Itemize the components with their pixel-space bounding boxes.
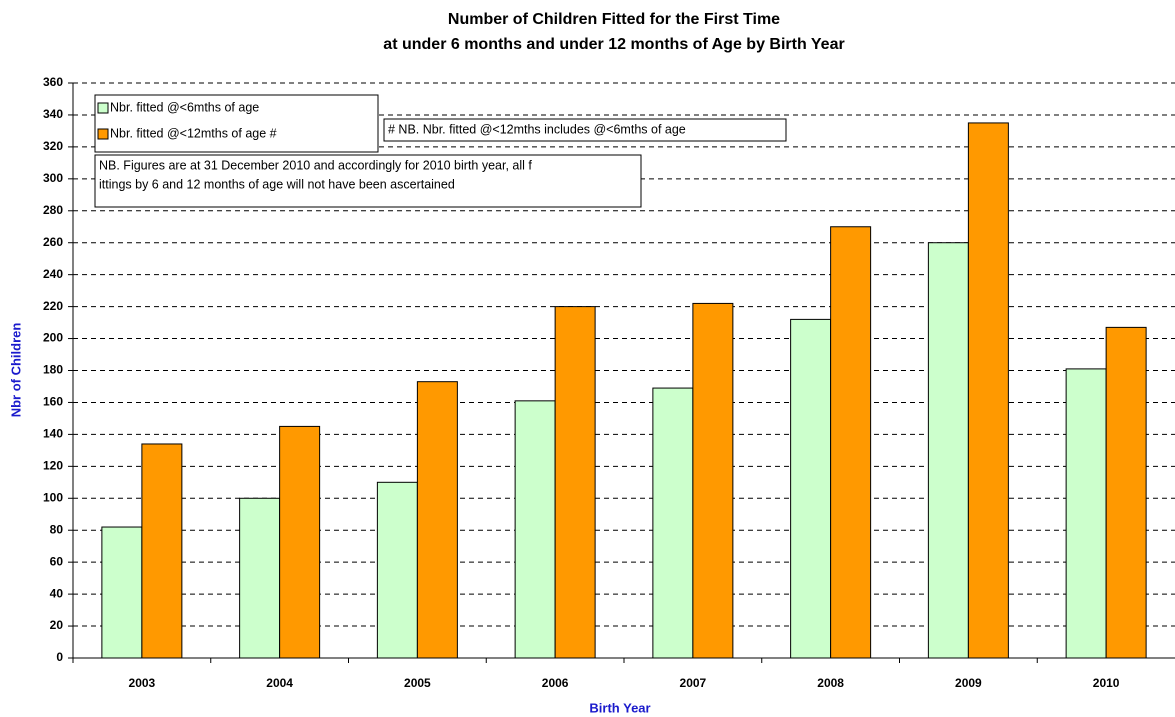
y-tick-label: 220 [43,299,63,313]
y-tick-label: 120 [43,459,63,473]
y-tick-label: 340 [43,107,63,121]
x-tick-label: 2004 [266,676,293,690]
legend-box [94,94,379,153]
y-tick-label: 240 [43,267,63,281]
bar [790,318,832,659]
y-axis-label: Nbr of Children [8,323,23,418]
x-axis-label: Birth Year [589,700,650,715]
y-tick-label: 180 [43,363,63,377]
annotation-text: # NB. Nbr. fitted @<12mths includes @<6m… [388,122,686,136]
bar [554,306,596,659]
bar [1065,368,1107,659]
legend-swatch [97,102,109,114]
y-tick-label: 100 [43,490,63,504]
x-tick-label: 2007 [680,676,707,690]
annotation-box [94,154,642,208]
y-tick-label: 160 [43,395,63,409]
x-tick-label: 2006 [542,676,569,690]
bar [927,242,969,659]
y-tick-label: 140 [43,427,63,441]
bar [692,302,734,659]
x-tick-label: 2010 [1093,676,1120,690]
y-tick-label: 260 [43,235,63,249]
bar [279,425,321,659]
y-tick-label: 280 [43,203,63,217]
y-tick-label: 20 [50,618,64,632]
bar [101,526,143,659]
x-tick-label: 2003 [129,676,156,690]
bar [239,497,281,659]
y-tick-label: 360 [43,75,63,89]
legend-swatch [97,128,109,140]
bar [967,122,1009,659]
y-tick-label: 200 [43,331,63,345]
chart-title: Number of Children Fitted for the First … [448,11,780,28]
x-tick-label: 2008 [817,676,844,690]
annotation-text: NB. Figures are at 31 December 2010 and … [99,158,532,172]
y-tick-label: 60 [50,554,64,568]
bar [830,226,872,659]
y-tick-label: 40 [50,586,64,600]
bar [514,400,556,659]
y-tick-label: 0 [56,650,63,664]
annotation-text: ittings by 6 and 12 months of age will n… [99,177,455,191]
annotation-box [383,118,787,142]
bar [1105,326,1147,659]
y-tick-label: 320 [43,139,63,153]
chart-title: at under 6 months and under 12 months of… [383,36,844,53]
legend-label: Nbr. fitted @<6mths of age [110,100,259,114]
bar [416,381,458,659]
y-tick-label: 80 [50,522,64,536]
bar [141,443,183,659]
x-tick-label: 2005 [404,676,431,690]
bar [376,481,418,659]
y-tick-label: 300 [43,171,63,185]
bar [652,387,694,659]
legend-label: Nbr. fitted @<12mths of age # [110,126,277,140]
x-tick-label: 2009 [955,676,982,690]
